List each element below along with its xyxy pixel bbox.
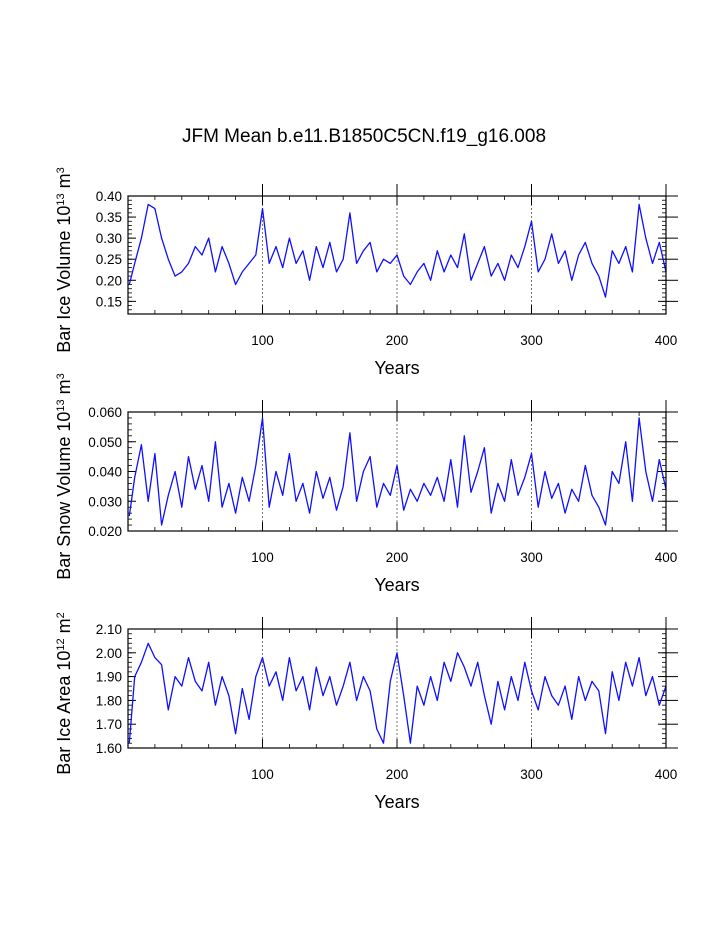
data-series-line <box>128 642 667 744</box>
plot-frame <box>127 411 667 532</box>
x-tick-label: 200 <box>386 550 409 565</box>
y-axis-label-superscript: 2 <box>55 612 67 618</box>
x-tick-label: 300 <box>520 333 543 348</box>
y-axis-label-superscript: 13 <box>55 399 67 411</box>
data-series-line <box>128 203 667 298</box>
x-tick-label: 400 <box>655 333 678 348</box>
y-axis-label-text: m <box>54 618 74 638</box>
x-tick-label: 400 <box>655 767 678 782</box>
y-tick-label: 0.25 <box>96 252 122 267</box>
y-axis-label-superscript: 3 <box>55 167 67 173</box>
y-tick-label: 0.030 <box>88 494 122 509</box>
plot-frame <box>127 628 667 749</box>
y-axis-label: Bar Ice Area 1012 m2 <box>54 612 74 774</box>
x-axis-label: Years <box>374 358 419 378</box>
y-tick-label: 2.10 <box>96 622 122 637</box>
x-tick-label: 400 <box>655 550 678 565</box>
x-tick-label: 100 <box>251 333 274 348</box>
x-tick-label: 300 <box>520 550 543 565</box>
y-axis-label-text: Bar Ice Area 10 <box>54 651 74 775</box>
y-axis-label-superscript: 12 <box>55 638 67 650</box>
x-axis-label: Years <box>374 792 419 812</box>
y-tick-label: 1.80 <box>96 693 122 708</box>
chart-title: JFM Mean b.e11.B1850C5CN.f19_g16.008 <box>182 126 546 147</box>
y-tick-label: 1.60 <box>96 741 122 756</box>
y-tick-label: 0.30 <box>96 231 122 246</box>
y-tick-label: 0.20 <box>96 273 122 288</box>
y-tick-label: 1.90 <box>96 670 122 685</box>
y-axis-label-text: Bar Ice Volume 10 <box>54 206 74 353</box>
y-tick-label: 2.00 <box>96 646 122 661</box>
y-axis-label-text: m <box>54 173 74 193</box>
x-tick-label: 300 <box>520 767 543 782</box>
y-tick-label: 0.15 <box>96 294 122 309</box>
chart-panel-2: 100 200 300 400 0.020 0.030 0.040 0.050 0.060 Yea… <box>54 373 678 595</box>
chart-panel-3: 100 200 300 400 1.60 1.70 1.80 1.90 2.00 2.10 Year… <box>54 612 678 812</box>
y-axis-label: Bar Ice Volume 1013 m3 <box>54 167 74 352</box>
y-tick-label: 0.35 <box>96 210 122 225</box>
x-tick-label: 100 <box>251 767 274 782</box>
x-tick-label: 200 <box>386 767 409 782</box>
y-axis-label-superscript: 3 <box>55 373 67 379</box>
y-tick-label: 0.40 <box>96 189 122 204</box>
y-axis-label-text: m <box>54 379 74 399</box>
y-tick-label: 1.70 <box>96 717 122 732</box>
y-axis-label: Bar Snow Volume 1013 m3 <box>54 373 74 579</box>
y-tick-label: 0.050 <box>88 435 122 450</box>
chart-panel-1: 100 200 300 400 0.15 0.20 0.25 0.30 0.35 0.40 Year… <box>54 167 678 378</box>
data-series-line <box>128 417 667 526</box>
x-axis-label: Years <box>374 575 419 595</box>
y-tick-label: 0.020 <box>88 524 122 539</box>
x-tick-label: 200 <box>386 333 409 348</box>
x-tick-label: 100 <box>251 550 274 565</box>
y-tick-label: 0.040 <box>88 465 122 480</box>
y-tick-label: 0.060 <box>88 405 122 420</box>
y-axis-label-text: Bar Snow Volume 10 <box>54 412 74 580</box>
plot-frame <box>127 195 667 315</box>
y-axis-label-superscript: 13 <box>55 193 67 205</box>
